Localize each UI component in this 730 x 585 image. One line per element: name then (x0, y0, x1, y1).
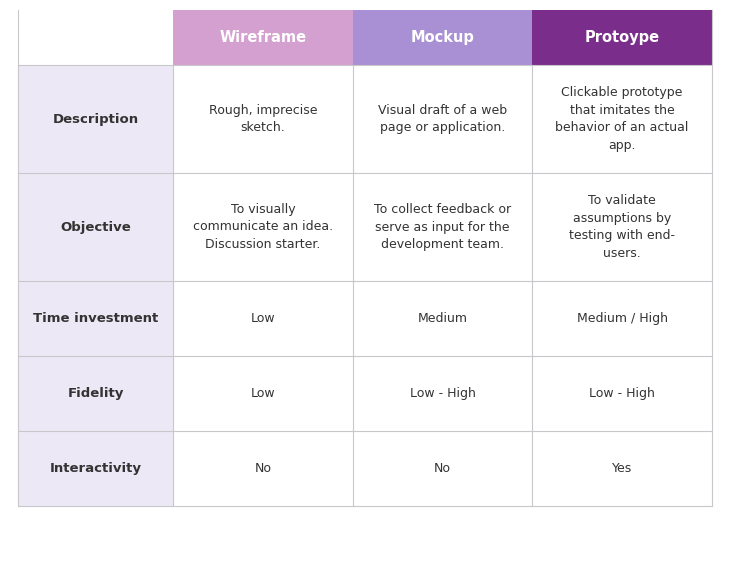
Text: Time investment: Time investment (33, 312, 158, 325)
Text: Clickable prototype
that imitates the
behavior of an actual
app.: Clickable prototype that imitates the be… (556, 86, 689, 152)
Text: Fidelity: Fidelity (67, 387, 123, 400)
Text: Wireframe: Wireframe (219, 30, 307, 45)
Text: Interactivity: Interactivity (50, 462, 142, 475)
Text: To collect feedback or
serve as input for the
development team.: To collect feedback or serve as input fo… (374, 203, 511, 251)
Bar (173, 10, 353, 65)
Text: Description: Description (53, 112, 139, 126)
Text: Objective: Objective (60, 221, 131, 233)
Bar (353, 10, 532, 65)
Text: Protoype: Protoype (585, 30, 660, 45)
Text: Visual draft of a web
page or application.: Visual draft of a web page or applicatio… (378, 104, 507, 134)
Text: Low: Low (250, 387, 275, 400)
Text: Low - High: Low - High (589, 387, 655, 400)
Text: Medium: Medium (418, 312, 467, 325)
Text: Medium / High: Medium / High (577, 312, 668, 325)
Text: Low - High: Low - High (410, 387, 475, 400)
Text: Low: Low (250, 312, 275, 325)
Text: Mockup: Mockup (410, 30, 474, 45)
Text: Yes: Yes (612, 462, 632, 475)
Text: To visually
communicate an idea.
Discussion starter.: To visually communicate an idea. Discuss… (193, 203, 333, 251)
Text: To validate
assumptions by
testing with end-
users.: To validate assumptions by testing with … (569, 194, 675, 260)
Text: No: No (254, 462, 272, 475)
Bar (532, 10, 712, 65)
Bar (18, 65, 173, 506)
Text: Rough, imprecise
sketch.: Rough, imprecise sketch. (209, 104, 317, 134)
Text: No: No (434, 462, 451, 475)
